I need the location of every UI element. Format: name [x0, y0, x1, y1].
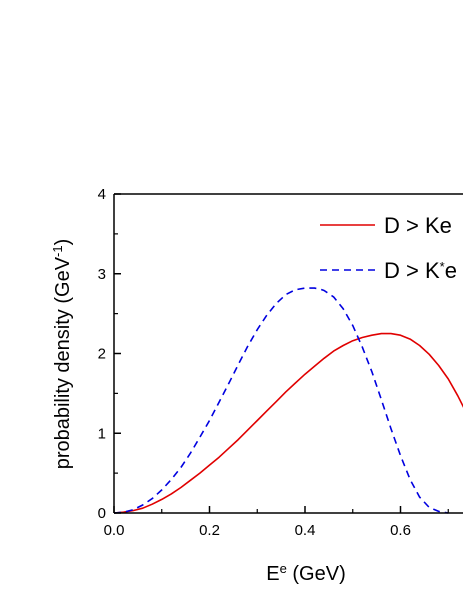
y-tick-label: 3 [98, 266, 106, 283]
y-tick-label: 1 [98, 425, 106, 442]
x-tick-label: 0.4 [295, 522, 316, 539]
x-tick-label: 0.0 [104, 522, 125, 539]
series-line-ke [113, 332, 463, 514]
x-tick-label: 0.2 [199, 522, 220, 539]
legend: D > Ke D > K*e [320, 213, 457, 283]
legend-label-kstar-e: D > K*e [384, 258, 457, 283]
y-axis-title: probability density (GeV-1) [50, 239, 75, 470]
ticks: 0.00.20.40.60.801234 [98, 186, 449, 539]
x-tick-label: 0.6 [390, 522, 411, 539]
y-tick-label: 2 [98, 346, 106, 363]
axes [113, 193, 463, 514]
plot-area [113, 287, 463, 514]
x-axis-title: Ee (GeV) [266, 561, 345, 586]
y-tick-label: 4 [98, 186, 106, 203]
y-tick-label: 0 [98, 505, 106, 522]
series-line-kstar-e [113, 287, 449, 514]
legend-label-ke: D > Ke [384, 213, 452, 238]
